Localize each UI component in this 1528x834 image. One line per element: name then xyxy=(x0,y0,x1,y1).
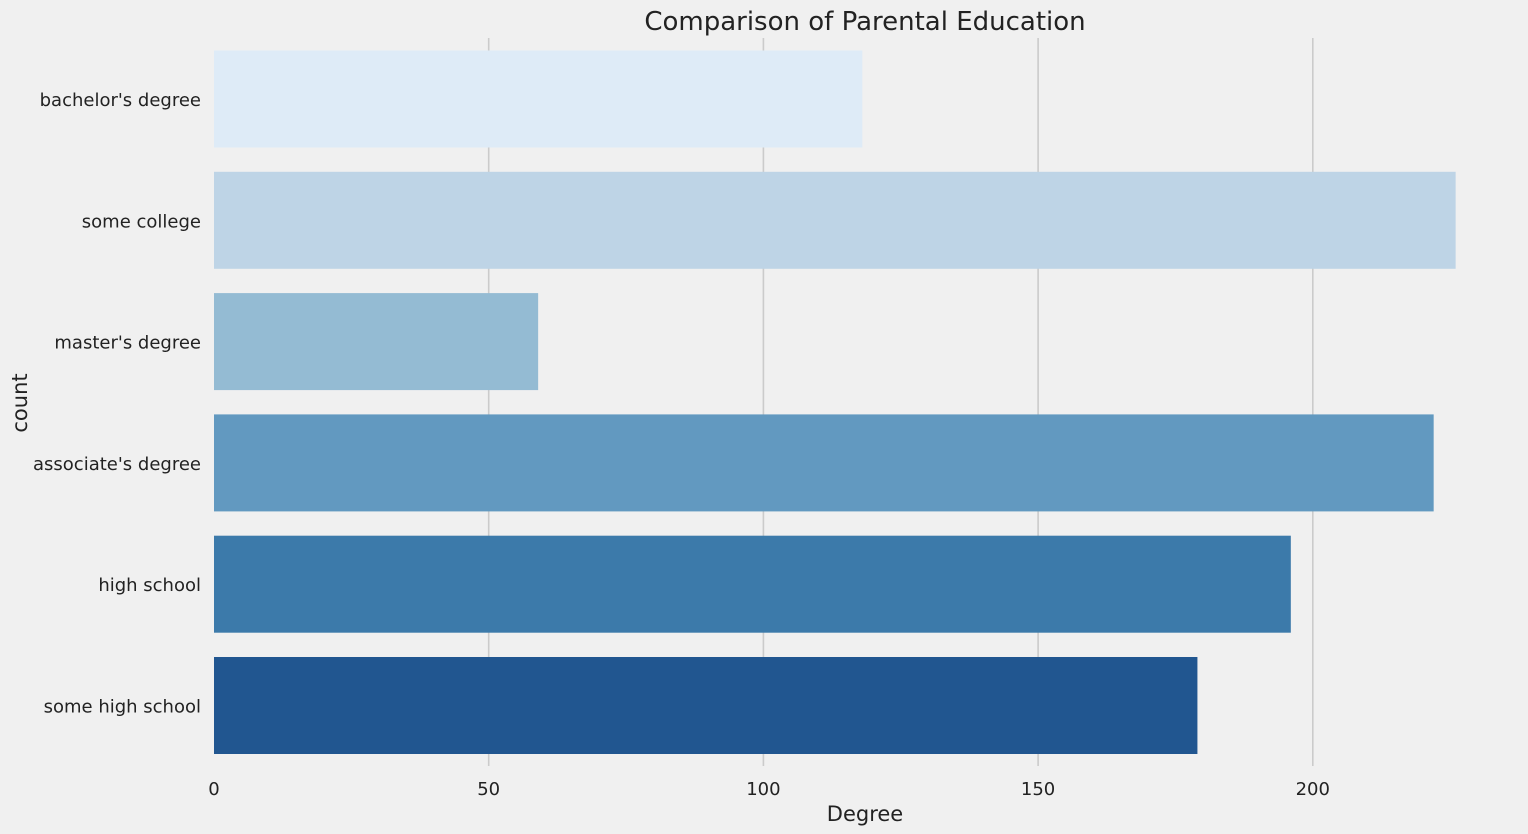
x-tick-label: 0 xyxy=(208,779,219,800)
x-axis-label: Degree xyxy=(827,802,903,826)
bar xyxy=(214,293,539,391)
bar xyxy=(214,657,1198,754)
category-label: high school xyxy=(98,575,201,596)
x-tick-label: 200 xyxy=(1296,779,1330,800)
x-tick-label: 150 xyxy=(1021,779,1055,800)
category-label: master's degree xyxy=(54,333,201,354)
x-tick-label: 50 xyxy=(477,779,500,800)
x-tick-label: 100 xyxy=(746,779,780,800)
x-tick-labels: 0 50 100 150 200 xyxy=(208,779,1330,800)
category-labels: bachelor's degree some college master's de… xyxy=(33,90,201,718)
category-label: associate's degree xyxy=(33,454,201,475)
bar xyxy=(214,414,1434,512)
gridlines xyxy=(487,38,1314,766)
category-label: bachelor's degree xyxy=(40,90,201,111)
category-label: some high school xyxy=(44,697,201,718)
bar xyxy=(214,171,1456,269)
bar xyxy=(214,535,1291,633)
chart-title: Comparison of Parental Education xyxy=(644,7,1085,37)
category-label: some college xyxy=(82,211,201,232)
bars xyxy=(214,50,1456,754)
y-axis-label: count xyxy=(8,373,32,432)
bar xyxy=(214,50,863,148)
